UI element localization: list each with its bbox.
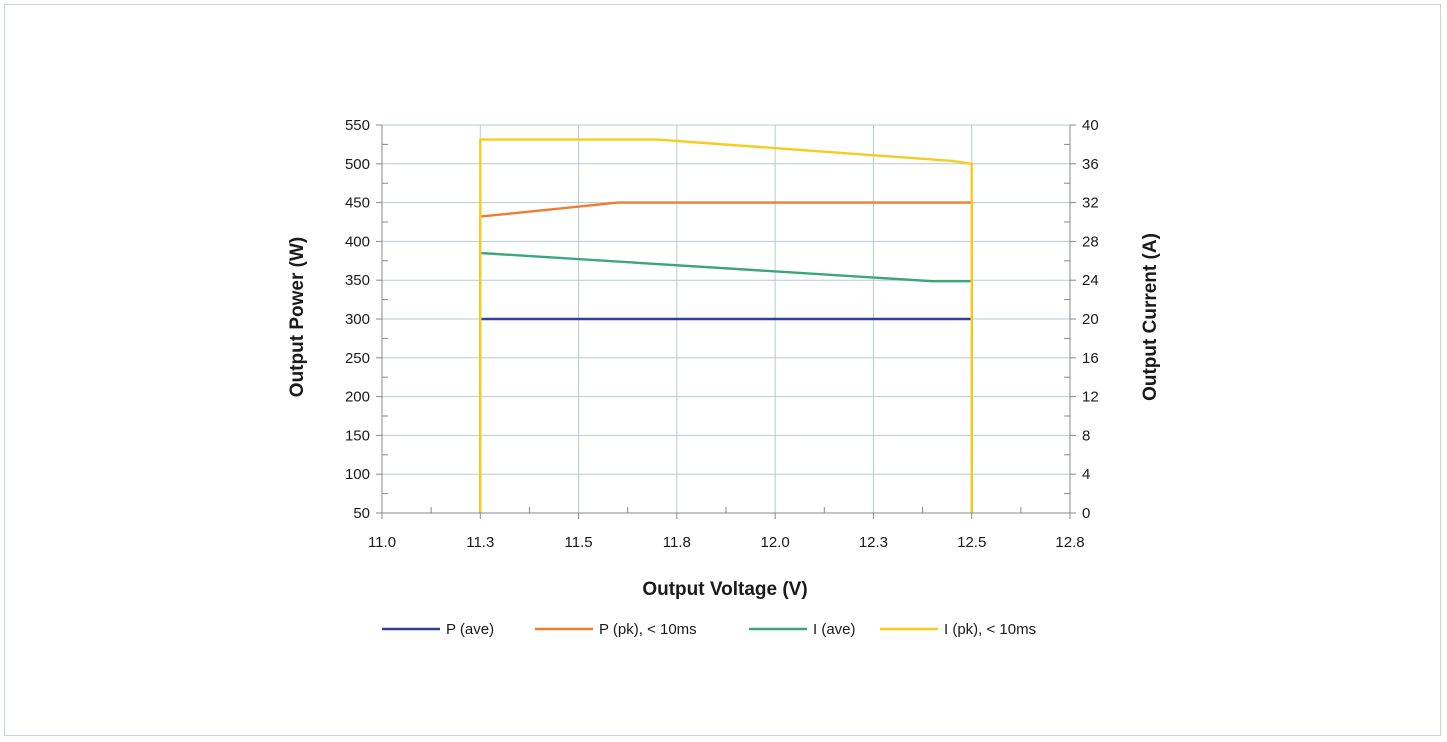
legend: P (ave) P (pk), < 10ms I (ave) I (pk), < 10… <box>382 621 1036 638</box>
y-left-tick-label: 550 <box>345 117 370 134</box>
y-right-tick-label: 28 <box>1082 233 1099 250</box>
legend-item: I (ave) <box>749 621 856 638</box>
chart-frame <box>4 4 1441 736</box>
y-left-tick-label: 300 <box>345 311 370 328</box>
y-right-tick-label: 16 <box>1082 350 1099 367</box>
y-axis-title-left: Output Power (W) <box>287 237 308 397</box>
x-tick-label: 11.3 <box>466 534 494 551</box>
x-axis-title: Output Voltage (V) <box>642 579 807 600</box>
y-left-tick-label: 50 <box>353 505 370 522</box>
y-left-tick-label: 100 <box>345 466 370 483</box>
y-left-tick-label: 350 <box>345 272 370 289</box>
y-left-tick-label: 400 <box>345 233 370 250</box>
legend-item: P (ave) <box>382 621 494 638</box>
y-axis-title-right: Output Current (A) <box>1140 233 1161 401</box>
legend-item: I (pk), < 10ms <box>880 621 1036 638</box>
x-tick-label: 11.5 <box>565 534 593 551</box>
y-right-tick-label: 12 <box>1082 389 1099 406</box>
y-left-tick-label: 500 <box>345 156 370 173</box>
x-tick-label: 12.3 <box>859 534 888 551</box>
y-right-tick-label: 36 <box>1082 156 1099 173</box>
y-left-tick-label: 200 <box>345 389 370 406</box>
y-left-tick-label: 450 <box>345 195 370 212</box>
y-right-tick-label: 20 <box>1082 311 1099 328</box>
y-left-tick-label: 150 <box>345 427 370 444</box>
x-tick-label: 12.0 <box>761 534 790 551</box>
axes <box>376 124 1076 519</box>
x-tick-label: 11.0 <box>368 534 396 551</box>
y-right-tick-label: 32 <box>1082 195 1099 212</box>
y-left-tick-label: 250 <box>345 350 370 367</box>
x-tick-label: 12.5 <box>957 534 986 551</box>
legend-label: P (ave) <box>446 621 494 638</box>
legend-label: I (pk), < 10ms <box>944 621 1036 638</box>
legend-label: I (ave) <box>813 621 856 638</box>
series-line-1 <box>479 317 973 513</box>
y-right-tick-label: 8 <box>1082 427 1090 444</box>
series-line-4 <box>479 138 973 513</box>
series-layer <box>479 138 973 513</box>
legend-label: P (pk), < 10ms <box>599 621 697 638</box>
x-tick-label: 11.8 <box>663 534 691 551</box>
y-right-tick-label: 40 <box>1082 117 1099 134</box>
x-tick-label: 12.8 <box>1055 534 1084 551</box>
y-right-tick-label: 24 <box>1082 272 1099 289</box>
y-right-tick-label: 4 <box>1082 466 1090 483</box>
y-right-tick-label: 0 <box>1082 505 1090 522</box>
legend-item: P (pk), < 10ms <box>535 621 697 638</box>
